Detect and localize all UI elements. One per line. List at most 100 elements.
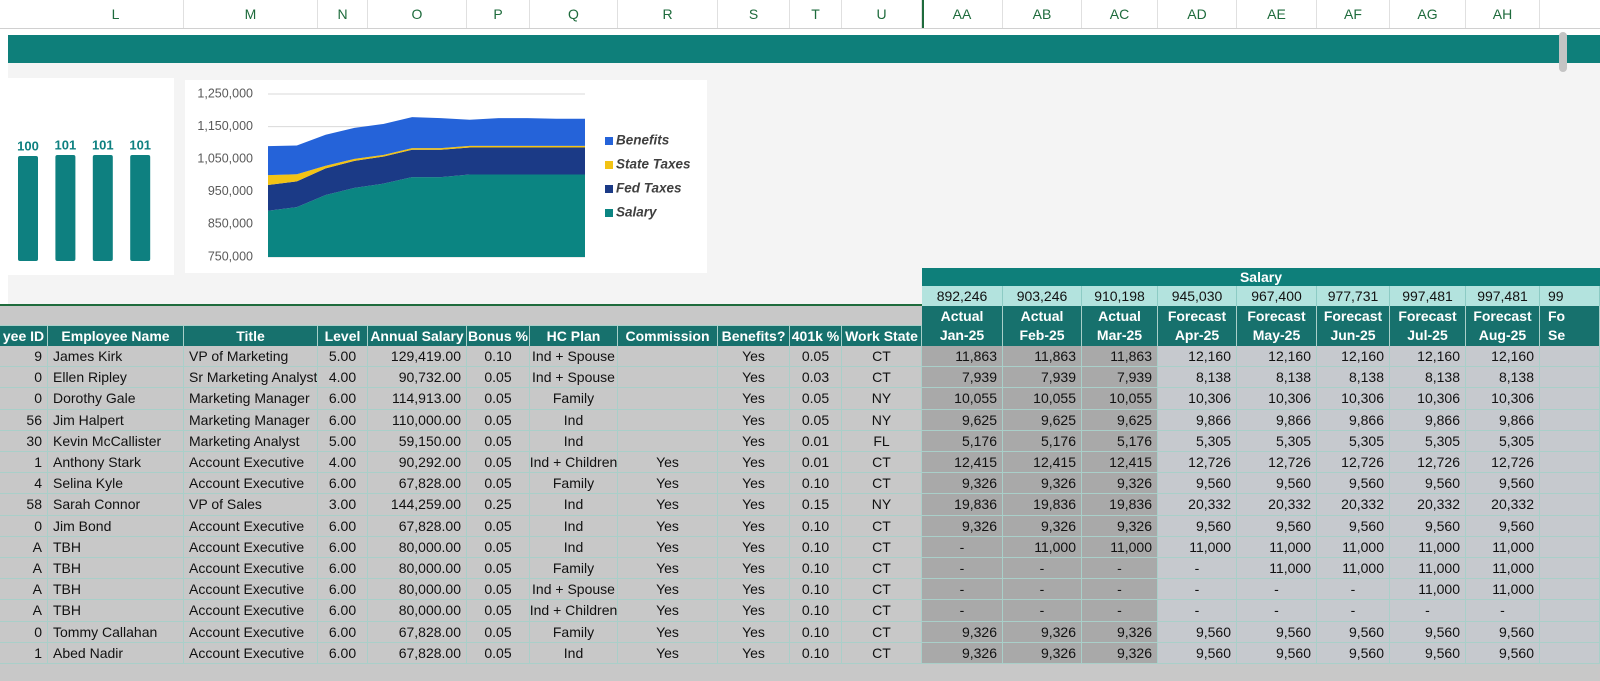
cell: Yes xyxy=(618,642,718,664)
cell xyxy=(1540,536,1600,558)
cell: 9,866 xyxy=(1390,409,1466,431)
cell: Family xyxy=(530,473,618,495)
cell: CT xyxy=(842,536,922,558)
cell: 0 xyxy=(0,621,48,643)
data-label: 101 xyxy=(129,137,151,152)
cell xyxy=(618,346,718,368)
cell: 11,000 xyxy=(1237,536,1317,558)
cell: Ind xyxy=(530,642,618,664)
cell: Yes xyxy=(718,642,790,664)
cell: Yes xyxy=(618,621,718,643)
column-letter: AB xyxy=(1003,0,1082,28)
total-cell: 967,400 xyxy=(1237,286,1317,306)
cell: Yes xyxy=(618,494,718,516)
scrollbar[interactable] xyxy=(1559,32,1567,72)
freeze-divider xyxy=(921,0,924,28)
month-header: Forecast Apr-25 xyxy=(1158,306,1237,346)
cell: 5,305 xyxy=(1237,430,1317,452)
cell: 9,560 xyxy=(1158,642,1237,664)
cell: 67,828.00 xyxy=(368,473,467,495)
cell: 9 xyxy=(0,346,48,368)
cell: Yes xyxy=(718,346,790,368)
cell: 59,150.00 xyxy=(368,430,467,452)
bar xyxy=(92,154,113,261)
cell: FL xyxy=(842,430,922,452)
cell: - xyxy=(1003,579,1082,601)
cell: 10,306 xyxy=(1390,388,1466,410)
cell: 58 xyxy=(0,494,48,516)
cell: CT xyxy=(842,600,922,622)
cell: 5,176 xyxy=(922,430,1003,452)
cell: 11,000 xyxy=(1390,579,1466,601)
cell: - xyxy=(1237,579,1317,601)
column-letter: AC xyxy=(1082,0,1158,28)
data-label: 100 xyxy=(17,138,39,153)
cell: Account Executive xyxy=(184,600,318,622)
cell: 11,000 xyxy=(1390,558,1466,580)
cell: 56 xyxy=(0,409,48,431)
cell: TBH xyxy=(48,536,184,558)
cell: 20,332 xyxy=(1317,494,1390,516)
month-header: Actual Mar-25 xyxy=(1082,306,1158,346)
cell: - xyxy=(922,600,1003,622)
cell xyxy=(1540,579,1600,601)
cell xyxy=(1540,409,1600,431)
legend-swatch xyxy=(605,161,613,169)
cell: - xyxy=(1003,600,1082,622)
cell: 12,726 xyxy=(1237,452,1317,474)
cell: 11,000 xyxy=(1003,536,1082,558)
cell: 0.10 xyxy=(790,642,842,664)
cell: CT xyxy=(842,515,922,537)
month-header-line: Forecast xyxy=(1167,308,1227,324)
cell: TBH xyxy=(48,558,184,580)
column-letter: AE xyxy=(1237,0,1317,28)
cell: Ind + Spouse xyxy=(530,346,618,368)
cell: 11,863 xyxy=(1003,346,1082,368)
cell: 7,939 xyxy=(922,367,1003,389)
month-header: Forecast Jun-25 xyxy=(1317,306,1390,346)
cell: 11,000 xyxy=(1317,558,1390,580)
cell: 8,138 xyxy=(1317,367,1390,389)
cell: 0.05 xyxy=(467,515,530,537)
cell: Yes xyxy=(618,536,718,558)
cell: 9,326 xyxy=(922,642,1003,664)
month-header: Forecast Jul-25 xyxy=(1390,306,1466,346)
cell: 9,560 xyxy=(1317,642,1390,664)
cell: Ind + Spouse xyxy=(530,367,618,389)
cell: A xyxy=(0,558,48,580)
cell: 9,560 xyxy=(1158,473,1237,495)
cell: 19,836 xyxy=(1003,494,1082,516)
cell: 19,836 xyxy=(922,494,1003,516)
area xyxy=(268,117,585,176)
cell: 0.05 xyxy=(467,367,530,389)
cell: 9,326 xyxy=(1003,515,1082,537)
cell: - xyxy=(1158,579,1237,601)
cell: 6.00 xyxy=(318,621,368,643)
month-header-line: Jan-25 xyxy=(939,327,985,343)
cell: Account Executive xyxy=(184,515,318,537)
cell: 7,939 xyxy=(1082,367,1158,389)
cell: 12,415 xyxy=(922,452,1003,474)
cell: 5,176 xyxy=(1082,430,1158,452)
bar xyxy=(18,156,38,261)
cell: Tommy Callahan xyxy=(48,621,184,643)
column-letter: L xyxy=(48,0,184,28)
month-header: Forecast Aug-25 xyxy=(1466,306,1540,346)
cell: 11,000 xyxy=(1390,536,1466,558)
cell: 0.05 xyxy=(467,473,530,495)
cell: 9,560 xyxy=(1317,515,1390,537)
cell: Ind + Children xyxy=(530,600,618,622)
cell: 114,913.00 xyxy=(368,388,467,410)
cell: CT xyxy=(842,346,922,368)
cell: - xyxy=(1003,558,1082,580)
cell: 9,560 xyxy=(1237,642,1317,664)
cell: Kevin McCallister xyxy=(48,430,184,452)
cell: - xyxy=(922,558,1003,580)
cell: 12,415 xyxy=(1003,452,1082,474)
data-label: 101 xyxy=(55,137,77,152)
cell: 0.05 xyxy=(467,579,530,601)
total-cell: 99 xyxy=(1540,286,1600,306)
cell: 6.00 xyxy=(318,515,368,537)
cell: 9,326 xyxy=(1082,621,1158,643)
month-header: Forecast May-25 xyxy=(1237,306,1317,346)
